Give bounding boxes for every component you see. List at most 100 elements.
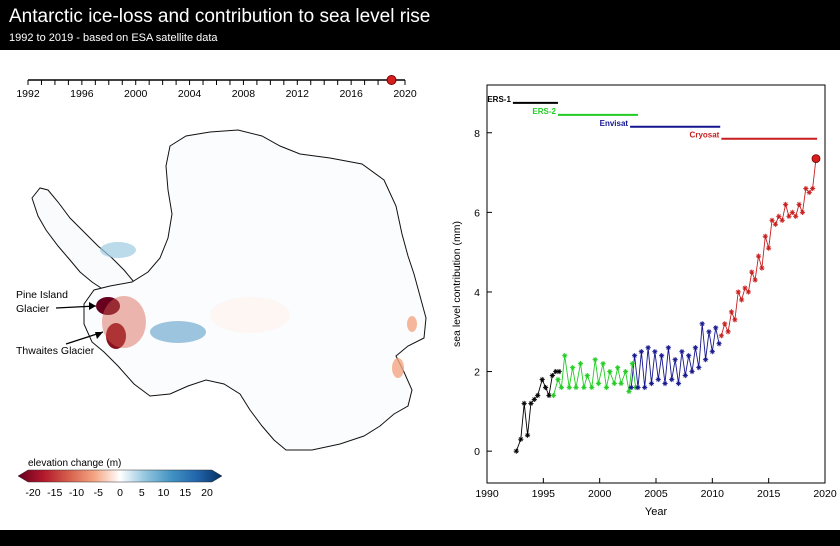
timeline-label: 2012: [286, 88, 310, 100]
point-stroke: [722, 321, 727, 326]
endpoint-marker: [811, 154, 821, 164]
point-stroke: [581, 385, 587, 390]
data-point-cryosat: [742, 285, 748, 291]
thwaites-arrowhead: [95, 332, 103, 339]
plot-area: [486, 84, 826, 484]
timeline-labels: 1992 1996 2000 2004 2008 2012 2016 2020: [16, 88, 417, 100]
data-point-cryosat: [806, 189, 812, 196]
point-stroke: [689, 369, 695, 374]
point-stroke: [803, 186, 808, 191]
point-stroke: [763, 234, 768, 239]
colorbar-tick-label: -20: [25, 487, 40, 499]
point-stroke: [518, 437, 523, 442]
point-stroke: [615, 365, 620, 370]
figure-svg: 1992 1996 2000 2004 2008 2012 2016 2020 Pine Is…: [16, 75, 837, 518]
point-stroke: [593, 357, 598, 362]
data-point-envisat: [716, 341, 722, 347]
data-point-ers-2: [629, 361, 635, 367]
point-stroke: [780, 218, 785, 223]
point-stroke: [716, 341, 722, 346]
data-point-ers-2: [558, 384, 564, 391]
timeline-label: 2000: [124, 88, 148, 100]
data-point-cryosat: [786, 213, 792, 219]
point-stroke: [623, 369, 628, 374]
point-stroke: [645, 345, 651, 350]
point-stroke: [550, 373, 555, 378]
point-stroke: [662, 381, 668, 386]
data-point-cryosat: [749, 269, 755, 275]
pine-island-label-line2: Glacier: [16, 303, 50, 315]
point-stroke: [756, 254, 761, 259]
y-tick-label: 6: [474, 207, 480, 219]
point-stroke: [629, 385, 634, 390]
pine-island-arrowhead: [89, 302, 96, 310]
timeline-label: 2020: [393, 88, 417, 100]
colorbar-tick-label: -15: [47, 487, 62, 499]
data-point-cryosat: [722, 321, 728, 327]
point-stroke: [649, 381, 654, 386]
point-stroke: [543, 385, 548, 390]
data-point-envisat: [645, 345, 651, 351]
point-stroke: [642, 385, 647, 390]
data-point-envisat: [659, 353, 665, 359]
point-stroke: [736, 289, 741, 295]
data-point-envisat: [709, 349, 715, 355]
y-tick-label: 0: [474, 446, 480, 458]
data-point-envisat: [648, 380, 655, 387]
data-point-envisat: [672, 357, 678, 363]
point-stroke: [810, 186, 815, 191]
data-point-ers-2: [577, 361, 584, 367]
data-point-envisat: [706, 329, 712, 335]
data-point-cryosat: [752, 277, 758, 283]
data-point-ers-1: [528, 400, 534, 406]
page-title: Antarctic ice-loss and contribution to s…: [9, 6, 431, 27]
point-stroke: [567, 385, 572, 390]
ross-ice-shelf: [210, 297, 290, 333]
data-point-cryosat: [796, 201, 802, 207]
data-point-ers-2: [562, 353, 568, 359]
data-point-envisat: [655, 376, 661, 383]
colorbar-tick-label: -5: [94, 487, 103, 499]
point-stroke: [604, 385, 609, 390]
data-point-ers-1: [549, 372, 555, 379]
point-stroke: [686, 353, 691, 358]
data-point-cryosat: [725, 329, 731, 335]
data-point-cryosat: [745, 289, 751, 295]
colorbar-tick-label: 20: [201, 487, 213, 499]
data-point-ers-2: [603, 384, 610, 391]
data-point-envisat: [628, 384, 634, 391]
mission-label-envisat: Envisat: [600, 119, 629, 128]
point-stroke: [739, 297, 744, 303]
x-tick-label: 2005: [644, 488, 668, 500]
data-point-ers-2: [622, 368, 629, 375]
timeline-label: 1992: [16, 88, 40, 100]
point-stroke: [555, 377, 561, 382]
header: Antarctic ice-loss and contribution to s…: [0, 0, 840, 50]
point-stroke: [766, 246, 771, 251]
data-point-cryosat: [728, 309, 735, 315]
data-point-envisat: [669, 376, 675, 383]
data-point-cryosat: [789, 209, 795, 215]
point-stroke: [573, 385, 579, 390]
data-point-cryosat: [803, 185, 809, 192]
blue-thickening-region-2: [100, 242, 136, 258]
data-point-ers-2: [626, 388, 632, 395]
point-stroke: [746, 289, 751, 295]
colorbar-tick-label: -10: [69, 487, 84, 499]
point-stroke: [639, 349, 644, 354]
pine-island-thinning: [96, 297, 120, 315]
colorbar-tick-label: 5: [139, 487, 145, 499]
x-tick-label: 2000: [588, 488, 612, 500]
blue-thickening-region: [150, 321, 206, 343]
data-point-ers-1: [531, 396, 537, 403]
data-point-cryosat: [799, 209, 806, 215]
point-stroke: [600, 361, 606, 366]
data-point-cryosat: [769, 217, 775, 223]
colorbar: [17, 469, 223, 483]
point-stroke: [696, 365, 701, 370]
data-point-envisat: [689, 368, 695, 375]
data-point-ers-2: [595, 380, 602, 387]
colorbar-tick-labels: -20 -15 -10 -5 0 5 10 15 20: [25, 487, 213, 499]
data-point-cryosat: [766, 245, 772, 251]
point-stroke: [656, 377, 661, 382]
